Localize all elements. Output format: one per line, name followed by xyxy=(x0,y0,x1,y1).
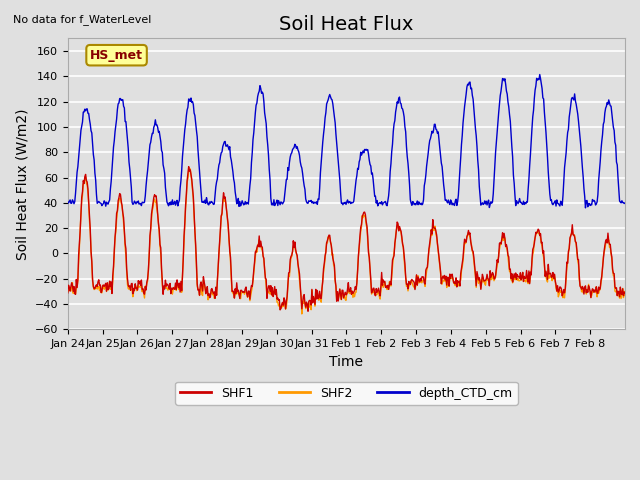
Text: No data for f_WaterLevel: No data for f_WaterLevel xyxy=(13,14,151,25)
Text: HS_met: HS_met xyxy=(90,48,143,62)
Legend: SHF1, SHF2, depth_CTD_cm: SHF1, SHF2, depth_CTD_cm xyxy=(175,382,518,405)
X-axis label: Time: Time xyxy=(330,355,364,369)
Title: Soil Heat Flux: Soil Heat Flux xyxy=(279,15,413,34)
Y-axis label: Soil Heat Flux (W/m2): Soil Heat Flux (W/m2) xyxy=(15,108,29,260)
